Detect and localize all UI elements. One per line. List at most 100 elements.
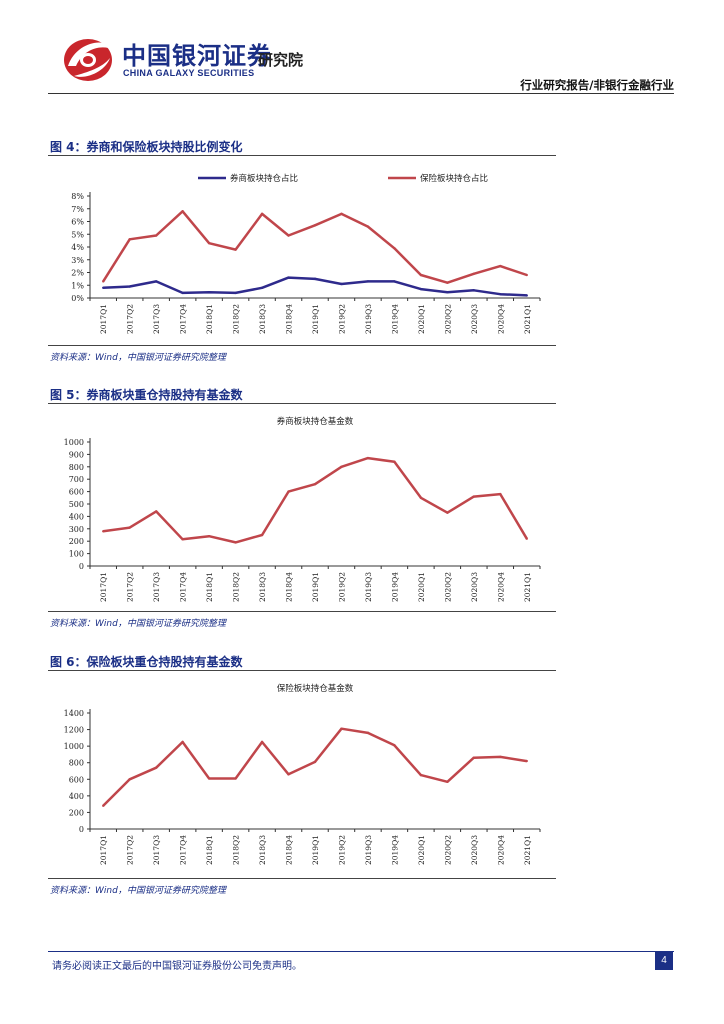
y-tick-label: 0 (79, 562, 84, 571)
x-tick-label: 2020Q4 (496, 304, 505, 334)
x-tick-label: 2019Q4 (390, 572, 399, 602)
figure-6-top-rule (48, 670, 556, 671)
data-point (234, 291, 237, 295)
data-point (102, 280, 105, 283)
data-point (287, 276, 290, 279)
x-tick-label: 2017Q4 (179, 304, 188, 334)
data-point (499, 492, 502, 496)
y-tick-label: 1% (71, 281, 84, 290)
y-tick-label: 100 (69, 550, 84, 559)
x-tick-label: 2018Q4 (285, 835, 294, 865)
data-point (154, 234, 158, 237)
data-point (340, 727, 343, 730)
figure-5-top-rule (48, 403, 556, 404)
data-point (154, 766, 158, 769)
data-point (234, 777, 237, 780)
data-point (525, 759, 528, 763)
y-tick-label: 3% (71, 256, 84, 265)
x-tick-label: 2019Q2 (337, 304, 346, 334)
data-point (234, 541, 237, 544)
data-point (446, 281, 449, 284)
data-point (525, 537, 528, 540)
y-tick-label: 700 (69, 475, 84, 484)
data-point (260, 533, 264, 537)
figure-4-chart: 券商板块持仓占比 保险板块持仓占比 0% 1% 2% 3% 4% 5% 6% 7% 8% 2017Q1… (71, 173, 541, 334)
x-tick-label: 2018Q3 (258, 835, 267, 865)
data-point (181, 740, 184, 744)
data-point (181, 210, 184, 213)
footer-divider (48, 951, 674, 952)
figure-6-source: 资料来源：Wind，中国银河证券研究院整理 (50, 886, 226, 896)
figure-4-bottom-rule (48, 345, 556, 346)
y-tick-label: 500 (69, 500, 84, 509)
logo-text-cn: 中国银河证券 (122, 42, 272, 70)
data-point (446, 511, 449, 514)
x-tick-label: 2017Q1 (99, 572, 108, 602)
series-line (103, 456, 528, 544)
data-point (102, 804, 105, 807)
x-tick-label: 2017Q3 (152, 304, 161, 334)
x-tick-label: 2019Q1 (311, 835, 320, 865)
x-tick-label: 2017Q4 (179, 835, 188, 865)
data-point (154, 510, 158, 513)
x-tick-label: 2021Q1 (523, 835, 532, 865)
x-tick-label: 2019Q2 (337, 835, 346, 865)
y-tick-label: 800 (69, 463, 84, 472)
y-tick-label: 2% (71, 269, 84, 278)
data-point (393, 247, 396, 250)
x-tick-label: 2018Q1 (205, 572, 214, 602)
x-tick-label: 2019Q4 (390, 835, 399, 865)
x-tick-label: 2020Q3 (470, 835, 479, 865)
y-tick-label: 4% (71, 243, 84, 252)
x-tick-label: 2020Q2 (443, 304, 452, 334)
y-tick-label: 1200 (64, 726, 84, 735)
y-tick-label: 600 (69, 488, 84, 497)
y-tick-label: 0 (79, 825, 84, 834)
data-point (260, 212, 264, 216)
y-tick-label: 6% (71, 218, 84, 227)
data-point (340, 282, 343, 286)
x-tick-label: 2020Q2 (443, 835, 452, 865)
legend-label: 券商板块持仓占比 (230, 173, 298, 184)
x-tick-label: 2018Q4 (285, 304, 294, 334)
data-point (287, 234, 290, 237)
data-point (419, 273, 423, 277)
series-line (102, 727, 527, 807)
x-tick-label: 2019Q1 (311, 572, 320, 602)
data-point (234, 248, 237, 251)
x-tick-label: 2020Q3 (470, 304, 479, 334)
data-point (313, 277, 317, 281)
data-point (366, 731, 370, 735)
institute-label: 研究院 (258, 51, 304, 69)
data-point (419, 287, 423, 291)
x-tick-label: 2020Q2 (443, 572, 452, 602)
data-point (207, 291, 211, 294)
y-tick-label: 1000 (64, 438, 84, 447)
data-point (446, 291, 449, 294)
y-tick-label: 800 (69, 759, 84, 768)
x-tick-label: 2017Q3 (152, 835, 161, 865)
series-line (102, 210, 528, 284)
y-tick-label: 200 (69, 537, 84, 546)
y-tick-label: 5% (71, 230, 84, 239)
data-point (525, 273, 528, 277)
x-tick-label: 2017Q2 (126, 572, 135, 602)
x-tick-label: 2019Q1 (311, 304, 320, 334)
data-point (181, 291, 184, 295)
data-point (313, 760, 317, 764)
data-point (287, 490, 290, 493)
data-point (525, 294, 528, 297)
figure-4-source: 资料来源：Wind，中国银河证券研究院整理 (50, 353, 226, 363)
y-tick-label: 8% (71, 192, 84, 201)
page-number: 4 (655, 952, 673, 970)
data-point (207, 241, 211, 245)
data-point (340, 465, 343, 468)
y-tick-label: 1000 (64, 742, 84, 751)
x-tick-label: 2018Q3 (258, 572, 267, 602)
x-tick-label: 2017Q4 (179, 572, 188, 602)
y-tick-label: 300 (69, 525, 84, 534)
x-tick-label: 2017Q1 (99, 835, 108, 865)
data-point (419, 496, 423, 499)
x-tick-label: 2021Q1 (523, 304, 532, 334)
data-point (102, 286, 105, 289)
